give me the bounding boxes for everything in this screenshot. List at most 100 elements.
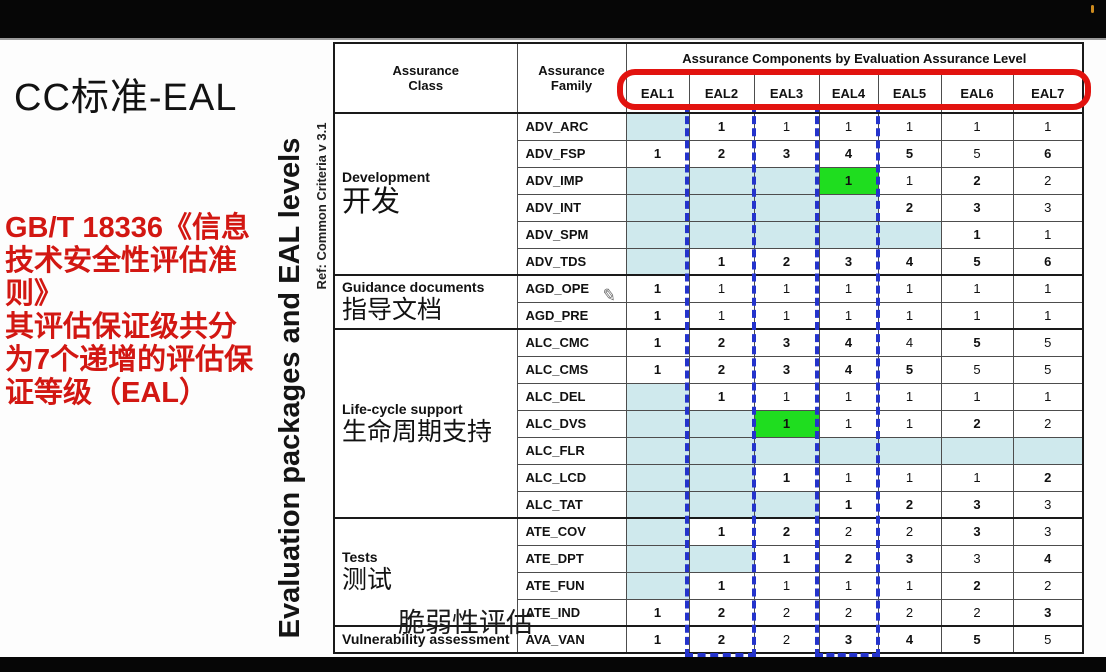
component-level-cell: 2: [688, 625, 755, 654]
component-level-cell: 1: [818, 571, 879, 600]
component-level-cell: 2: [753, 598, 820, 627]
component-level-cell: [818, 436, 879, 465]
component-level-cell: 2: [940, 571, 1014, 600]
col-header-assurance-class: Assurance Class: [333, 42, 518, 114]
component-level-cell: 2: [1012, 463, 1084, 492]
class-name-zh: 生命周期支持: [342, 417, 493, 446]
table-row: Life-cycle support 生命周期支持 ALC_CMC 1 2 3 4 4 5 5: [333, 328, 1084, 519]
component-level-cell: [625, 436, 690, 465]
reference-note: Ref: Common Criteria v 3.1: [314, 122, 329, 290]
component-level-cell: 2: [877, 490, 942, 519]
component-level-cell: 3: [818, 247, 879, 276]
component-level-cell: 5: [940, 247, 1014, 276]
family-cell: ADV_ARC: [516, 112, 627, 141]
component-level-cell: 4: [818, 355, 879, 384]
component-level-cell: 2: [688, 328, 755, 357]
component-level-cell: [688, 544, 755, 573]
component-level-cell: 1: [940, 301, 1014, 330]
component-level-cell: [753, 220, 820, 249]
component-level-cell: 3: [940, 517, 1014, 546]
component-level-cell: 1: [877, 571, 942, 600]
component-level-cell: 3: [940, 193, 1014, 222]
class-cell: Guidance documents 指导文档: [333, 274, 518, 330]
component-level-cell: 1: [625, 328, 690, 357]
table-row: ATE_FUN 1 1 1 1 2 2: [334, 571, 1084, 600]
component-level-cell: 1: [688, 112, 755, 141]
component-level-cell: 3: [753, 355, 820, 384]
component-level-cell: 1: [940, 112, 1014, 141]
class-cell: Vulnerability assessment: [333, 625, 518, 654]
component-level-cell: 1: [877, 301, 942, 330]
component-level-cell: [818, 193, 879, 222]
table-row: ADV_IMP 1 1 2 2: [334, 166, 1084, 195]
class-name-en: Life-cycle support: [342, 400, 463, 417]
component-level-cell: 5: [940, 139, 1014, 168]
family-cell: ATE_DPT: [516, 544, 627, 573]
component-level-cell: 5: [877, 355, 942, 384]
component-level-cell: 1: [625, 625, 690, 654]
table-row: ALC_FLR: [334, 436, 1084, 465]
component-level-cell: 1: [877, 382, 942, 411]
component-level-cell: 1: [1012, 301, 1084, 330]
component-level-cell: [688, 166, 755, 195]
component-level-cell: 1: [818, 463, 879, 492]
family-cell: ALC_CMC: [516, 328, 627, 357]
component-level-cell: 1: [625, 355, 690, 384]
component-level-cell: 2: [688, 355, 755, 384]
class-name-en: Tests: [342, 549, 378, 566]
component-level-cell: [625, 490, 690, 519]
component-level-cell: 5: [1012, 625, 1084, 654]
component-level-cell: 3: [1012, 490, 1084, 519]
col-header-assurance-family: Assurance Family: [516, 42, 627, 114]
eal-level-header-eal5: EAL5: [877, 73, 942, 114]
component-level-cell: 2: [753, 247, 820, 276]
family-cell: ADV_IMP: [516, 166, 627, 195]
family-cell: ALC_DEL: [516, 382, 627, 411]
eal-level-header-eal7: EAL7: [1012, 73, 1084, 114]
component-level-cell: 1: [753, 301, 820, 330]
family-cell: ALC_TAT: [516, 490, 627, 519]
component-level-cell: 1: [818, 166, 879, 195]
component-level-cell: 1: [688, 382, 755, 411]
component-level-cell: 1: [753, 571, 820, 600]
component-level-cell: 1: [877, 274, 942, 303]
letterbox-top-bar: [0, 0, 1106, 40]
component-level-cell: 1: [625, 139, 690, 168]
table-row: ADV_INT 2 3 3: [334, 193, 1084, 222]
component-level-cell: 4: [877, 247, 942, 276]
component-level-cell: 2: [818, 517, 879, 546]
component-level-cell: 1: [688, 571, 755, 600]
component-level-cell: 1: [877, 166, 942, 195]
component-level-cell: 1: [625, 301, 690, 330]
component-level-cell: 1: [625, 598, 690, 627]
component-level-cell: 4: [818, 139, 879, 168]
component-level-cell: 3: [818, 625, 879, 654]
component-level-cell: [753, 193, 820, 222]
component-level-cell: 1: [1012, 112, 1084, 141]
component-level-cell: [625, 463, 690, 492]
class-cell: Life-cycle support 生命周期支持: [333, 328, 518, 519]
eal-level-header-eal2: EAL2: [688, 73, 755, 114]
component-level-cell: 1: [940, 274, 1014, 303]
component-level-cell: 3: [1012, 598, 1084, 627]
component-level-cell: [688, 220, 755, 249]
component-level-cell: 3: [753, 328, 820, 357]
component-level-cell: [625, 544, 690, 573]
class-name-en: Guidance documents: [342, 279, 485, 296]
component-level-cell: 3: [1012, 193, 1084, 222]
component-level-cell: 1: [753, 409, 820, 438]
component-level-cell: 1: [688, 517, 755, 546]
vertical-axis-title: Evaluation packages and EAL levels: [274, 137, 306, 639]
family-cell: ADV_TDS: [516, 247, 627, 276]
component-level-cell: 1: [753, 382, 820, 411]
table-row: ADV_SPM 1 1: [334, 220, 1084, 249]
component-level-cell: [625, 193, 690, 222]
component-level-cell: 2: [877, 598, 942, 627]
family-cell: ADV_INT: [516, 193, 627, 222]
component-level-cell: [625, 517, 690, 546]
component-level-cell: 1: [753, 274, 820, 303]
recording-indicator-dot: [1091, 5, 1094, 13]
component-level-cell: 2: [1012, 409, 1084, 438]
component-level-cell: 2: [940, 409, 1014, 438]
class-cell: Development 开发: [333, 112, 518, 276]
